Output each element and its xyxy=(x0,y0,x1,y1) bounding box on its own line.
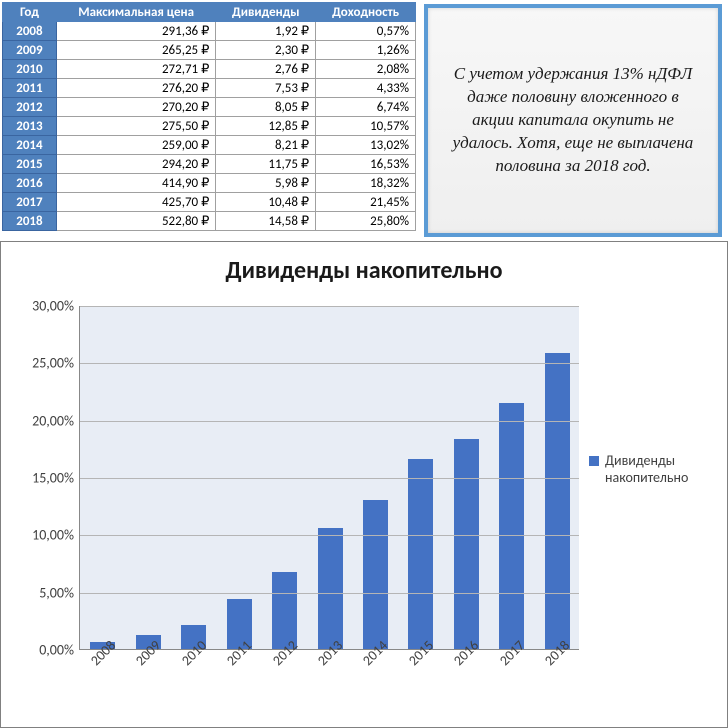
data-cell: 5,98 ₽ xyxy=(216,174,316,193)
data-cell: 4,33% xyxy=(316,79,416,98)
table-row: 2017425,70 ₽10,48 ₽21,45% xyxy=(3,193,416,212)
year-cell: 2008 xyxy=(3,22,57,41)
gridline xyxy=(80,421,579,422)
gridline xyxy=(80,363,579,364)
table-row: 2015294,20 ₽11,75 ₽16,53% xyxy=(3,155,416,174)
data-cell: 10,57% xyxy=(316,117,416,136)
data-cell: 25,80% xyxy=(316,212,416,231)
table-row: 2009265,25 ₽2,30 ₽1,26% xyxy=(3,41,416,60)
table-row: 2012270,20 ₽8,05 ₽6,74% xyxy=(3,98,416,117)
year-cell: 2010 xyxy=(3,60,57,79)
chart-bar xyxy=(454,439,479,649)
data-cell: 259,00 ₽ xyxy=(56,136,215,155)
callout-text: С учетом удержания 13% нДФЛ даже половин… xyxy=(450,63,696,178)
year-cell: 2015 xyxy=(3,155,57,174)
ytick-label: 25,00% xyxy=(32,355,74,372)
table-row: 2008291,36 ₽1,92 ₽0,57% xyxy=(3,22,416,41)
gridline xyxy=(80,478,579,479)
data-cell: 8,21 ₽ xyxy=(216,136,316,155)
year-cell: 2014 xyxy=(3,136,57,155)
chart-bar xyxy=(318,528,343,649)
data-cell: 1,92 ₽ xyxy=(216,22,316,41)
data-cell: 7,53 ₽ xyxy=(216,79,316,98)
chart-bar xyxy=(272,572,297,649)
data-cell: 8,05 ₽ xyxy=(216,98,316,117)
data-cell: 1,26% xyxy=(316,41,416,60)
legend-swatch xyxy=(589,456,599,466)
year-cell: 2016 xyxy=(3,174,57,193)
data-cell: 21,45% xyxy=(316,193,416,212)
col-header-yield: Доходность xyxy=(316,3,416,22)
data-cell: 270,20 ₽ xyxy=(56,98,215,117)
table-row: 2014259,00 ₽8,21 ₽13,02% xyxy=(3,136,416,155)
year-cell: 2012 xyxy=(3,98,57,117)
year-cell: 2013 xyxy=(3,117,57,136)
gridline xyxy=(80,535,579,536)
data-cell: 13,02% xyxy=(316,136,416,155)
chart-bar xyxy=(545,353,570,649)
ytick-label: 10,00% xyxy=(32,527,74,544)
data-cell: 12,85 ₽ xyxy=(216,117,316,136)
ytick-label: 20,00% xyxy=(32,412,74,429)
data-cell: 425,70 ₽ xyxy=(56,193,215,212)
data-cell: 265,25 ₽ xyxy=(56,41,215,60)
data-cell: 276,20 ₽ xyxy=(56,79,215,98)
table-row: 2013275,50 ₽12,85 ₽10,57% xyxy=(3,117,416,136)
table-row: 2011276,20 ₽7,53 ₽4,33% xyxy=(3,79,416,98)
data-cell: 0,57% xyxy=(316,22,416,41)
data-cell: 10,48 ₽ xyxy=(216,193,316,212)
year-cell: 2009 xyxy=(3,41,57,60)
data-cell: 2,76 ₽ xyxy=(216,60,316,79)
data-cell: 522,80 ₽ xyxy=(56,212,215,231)
data-cell: 6,74% xyxy=(316,98,416,117)
chart-bar xyxy=(408,459,433,649)
col-header-year: Год xyxy=(3,3,57,22)
chart-bar xyxy=(499,403,524,649)
data-cell: 14,58 ₽ xyxy=(216,212,316,231)
chart-title: Дивиденды накопительно xyxy=(1,242,727,285)
data-cell: 291,36 ₽ xyxy=(56,22,215,41)
year-cell: 2017 xyxy=(3,193,57,212)
col-header-dividends: Дивиденды xyxy=(216,3,316,22)
table-row: 2018522,80 ₽14,58 ₽25,80% xyxy=(3,212,416,231)
data-cell: 414,90 ₽ xyxy=(56,174,215,193)
callout-box: С учетом удержания 13% нДФЛ даже половин… xyxy=(424,4,722,237)
year-cell: 2011 xyxy=(3,79,57,98)
legend-label: Дивиденды накопительно xyxy=(605,452,715,486)
data-table: Год Максимальная цена Дивиденды Доходнос… xyxy=(0,0,418,241)
chart-bar xyxy=(363,500,388,649)
ytick-label: 5,00% xyxy=(39,584,74,601)
data-cell: 272,71 ₽ xyxy=(56,60,215,79)
data-cell: 16,53% xyxy=(316,155,416,174)
data-cell: 18,32% xyxy=(316,174,416,193)
data-cell: 294,20 ₽ xyxy=(56,155,215,174)
col-header-maxprice: Максимальная цена xyxy=(56,3,215,22)
ytick-label: 0,00% xyxy=(39,642,74,659)
chart-area: Дивиденды накопительно 0,00%5,00%10,00%1… xyxy=(0,241,728,728)
gridline xyxy=(80,593,579,594)
ytick-label: 30,00% xyxy=(32,298,74,315)
ytick-label: 15,00% xyxy=(32,470,74,487)
data-cell: 275,50 ₽ xyxy=(56,117,215,136)
table-row: 2016414,90 ₽5,98 ₽18,32% xyxy=(3,174,416,193)
chart-legend: Дивиденды накопительно xyxy=(589,452,715,486)
data-cell: 2,30 ₽ xyxy=(216,41,316,60)
gridline xyxy=(80,306,579,307)
table-row: 2010272,71 ₽2,76 ₽2,08% xyxy=(3,60,416,79)
chart-plot: 0,00%5,00%10,00%15,00%20,00%25,00%30,00%… xyxy=(79,306,579,650)
year-cell: 2018 xyxy=(3,212,57,231)
data-cell: 11,75 ₽ xyxy=(216,155,316,174)
data-cell: 2,08% xyxy=(316,60,416,79)
